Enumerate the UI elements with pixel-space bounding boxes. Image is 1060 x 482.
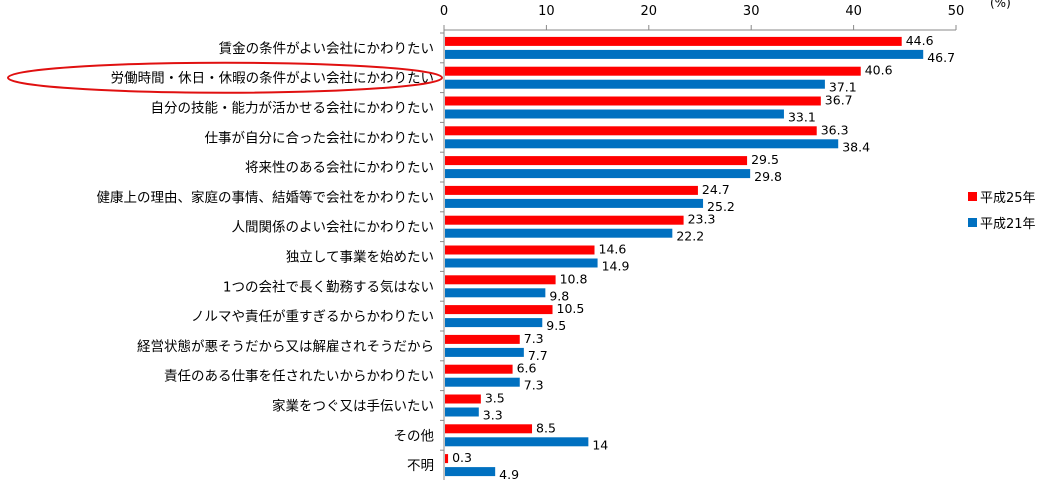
bar-heisei25: [445, 36, 902, 46]
data-label-heisei25: 36.7: [825, 93, 853, 108]
legend-swatch-heisei21: [968, 217, 977, 227]
legend-item-heisei25: 平成25年: [968, 183, 1036, 209]
bar-heisei25: [445, 245, 595, 255]
x-tick-label-10: 10: [538, 4, 555, 19]
data-label-heisei21: 9.8: [549, 288, 569, 303]
bar-heisei25: [445, 126, 817, 136]
bar-heisei21: [445, 198, 704, 208]
category-label: ノルマや責任が重すぎるからかわりたい: [191, 309, 434, 325]
category-label: その他: [394, 428, 435, 444]
category-label: 家業をつぐ又は手伝いたい: [272, 398, 434, 415]
bar-heisei25: [445, 454, 449, 464]
x-tick-label-20: 20: [641, 4, 658, 19]
data-label-heisei21: 3.3: [483, 408, 503, 423]
data-label-heisei21: 37.1: [829, 80, 857, 95]
category-label: 労働時間・休日・休暇の条件がよい会社にかわりたい: [111, 70, 434, 87]
data-label-heisei25: 10.8: [560, 271, 588, 286]
bar-heisei21: [445, 109, 784, 119]
bar-heisei21: [445, 139, 839, 149]
bar-heisei21: [445, 377, 520, 387]
data-label-heisei21: 25.2: [707, 199, 735, 214]
data-label-heisei21: 7.7: [528, 348, 548, 363]
x-tick-label-50: 50: [948, 4, 965, 19]
category-label: 1つの会社で長く勤務する気はない: [223, 279, 434, 295]
data-label-heisei21: 38.4: [842, 139, 870, 154]
data-label-heisei25: 36.3: [821, 122, 849, 137]
data-label-heisei25: 6.6: [517, 361, 537, 376]
bar-heisei21: [445, 258, 598, 268]
bar-heisei25: [445, 334, 520, 344]
data-label-heisei25: 0.3: [452, 450, 472, 465]
legend-item-heisei21: 平成21年: [968, 209, 1036, 235]
data-label-heisei21: 9.5: [546, 318, 566, 333]
bar-heisei21: [445, 467, 496, 477]
bar-heisei21: [445, 288, 546, 298]
x-tick-label-0: 0: [440, 4, 448, 19]
bar-heisei21: [445, 318, 543, 328]
legend-label-heisei25: 平成25年: [980, 190, 1036, 206]
highlight-ellipse: [7, 61, 443, 94]
bar-heisei25: [445, 305, 553, 315]
bar-heisei25: [445, 156, 748, 166]
category-label: 独立して事業を始めたい: [286, 250, 434, 266]
data-label-heisei25: 10.5: [557, 301, 585, 316]
data-label-heisei25: 24.7: [702, 182, 730, 197]
data-label-heisei25: 8.5: [536, 420, 556, 435]
data-label-heisei21: 22.2: [676, 229, 704, 244]
unit-label: (%): [990, 0, 1011, 10]
bar-heisei25: [445, 394, 481, 404]
bar-heisei25: [445, 424, 533, 434]
data-label-heisei25: 44.6: [906, 33, 934, 48]
bar-heisei25: [445, 66, 861, 76]
category-label: 仕事が自分に合った会社にかわりたい: [205, 130, 435, 146]
bar-heisei21: [445, 169, 751, 179]
category-label: 健康上の理由、家庭の事情、結婚等で会社をかわりたい: [97, 189, 435, 206]
data-label-heisei21: 14.9: [602, 259, 630, 274]
data-label-heisei21: 4.9: [499, 467, 519, 482]
data-label-heisei21: 7.3: [524, 378, 544, 393]
legend-label-heisei21: 平成21年: [980, 216, 1036, 232]
bar-heisei21: [445, 49, 924, 59]
category-label: 人間関係のよい会社にかわりたい: [232, 220, 435, 236]
data-label-heisei21: 46.7: [927, 50, 955, 65]
bar-heisei21: [445, 437, 589, 447]
data-label-heisei25: 3.5: [485, 391, 505, 406]
data-label-heisei21: 33.1: [788, 110, 816, 125]
category-label: 経営状態が悪そうだから又は解雇されそうだから: [137, 338, 434, 355]
data-label-heisei25: 23.3: [688, 212, 716, 227]
data-label-heisei21: 14: [592, 437, 608, 452]
data-label-heisei25: 29.5: [751, 152, 779, 167]
category-label: 自分の技能・能力が活かせる会社にかわりたい: [151, 101, 435, 117]
bar-heisei25: [445, 215, 684, 225]
category-label: 賃金の条件がよい会社にかわりたい: [219, 40, 434, 57]
category-label: 不明: [407, 458, 434, 474]
bar-heisei21: [445, 407, 479, 417]
bar-heisei25: [445, 364, 513, 374]
bar-heisei21: [445, 347, 524, 357]
data-label-heisei25: 14.6: [599, 242, 627, 257]
data-label-heisei25: 40.6: [865, 63, 893, 78]
data-label-heisei21: 29.8: [754, 169, 782, 184]
legend: 平成25年 平成21年: [968, 183, 1036, 235]
bar-heisei25: [445, 96, 821, 106]
x-tick-label-30: 30: [743, 4, 760, 19]
bar-heisei25: [445, 185, 698, 195]
bar-heisei25: [445, 275, 556, 285]
legend-swatch-heisei25: [968, 191, 977, 201]
category-label: 将来性のある会社にかわりたい: [245, 160, 434, 176]
x-tick-label-40: 40: [845, 4, 862, 19]
category-label: 責任のある仕事を任されたいからかわりたい: [164, 369, 434, 385]
bar-heisei21: [445, 79, 825, 89]
bar-heisei21: [445, 228, 673, 238]
data-label-heisei25: 7.3: [524, 331, 544, 346]
